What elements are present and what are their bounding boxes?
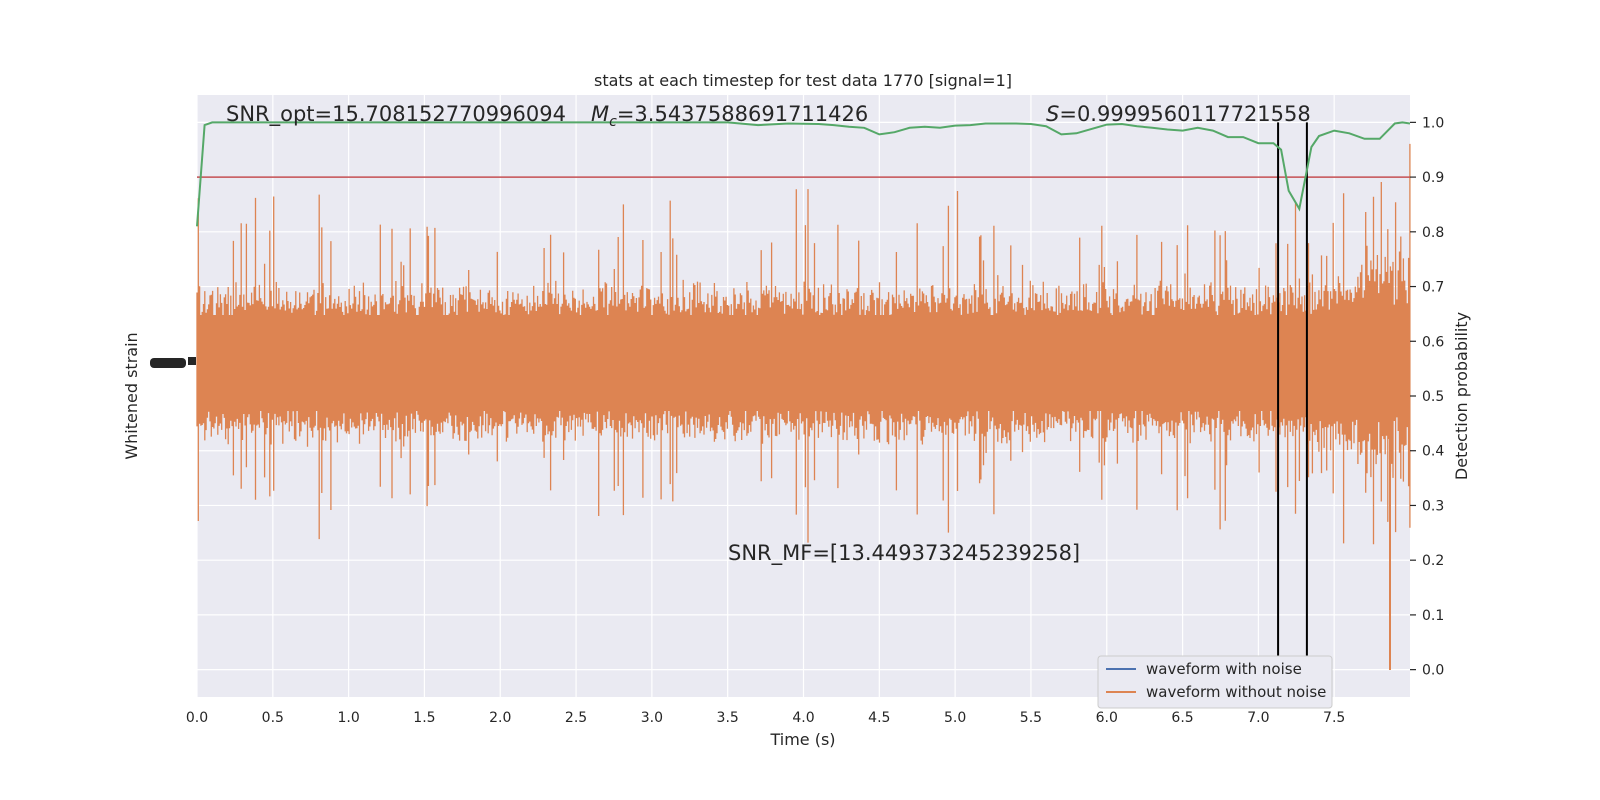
right-y-tick-label: 0.7 — [1422, 280, 1444, 296]
waveform-core — [197, 315, 1410, 411]
x-tick-label: 2.0 — [489, 710, 511, 726]
right-y-tick-label: 0.3 — [1422, 498, 1444, 514]
left-y-axis-label: Whitened strain — [122, 332, 141, 459]
snr-opt-annotation: SNR_opt=15.708152770996094 — [226, 102, 566, 127]
right-y-tick-label: 0.9 — [1422, 170, 1444, 186]
x-tick-label: 7.0 — [1247, 710, 1269, 726]
x-tick-label: 6.5 — [1171, 710, 1193, 726]
x-tick-label: 4.5 — [868, 710, 890, 726]
mc-value: =3.5437588691711426 — [617, 102, 868, 126]
mc-symbol: M — [591, 102, 609, 126]
mc-subscript: c — [609, 114, 617, 130]
right-y-tick-labels: 0.0 0.1 0.2 0.3 0.4 0.5 0.6 0.7 0.8 0.9 1.0 — [1410, 115, 1444, 679]
left-axis-ticks — [150, 357, 196, 368]
x-tick-label: 6.0 — [1096, 710, 1118, 726]
x-tick-label: 4.0 — [792, 710, 814, 726]
right-y-axis-label: Detection probability — [1452, 312, 1471, 480]
snr-mf-annotation: SNR_MF=[13.449373245239258] — [728, 541, 1080, 566]
right-y-tick-label: 0.5 — [1422, 389, 1444, 405]
s-symbol: S — [1046, 102, 1059, 126]
s-value: =0.9999560117721558 — [1059, 102, 1310, 126]
right-y-tick-label: 0.1 — [1422, 608, 1444, 624]
right-y-tick-label: 0.2 — [1422, 553, 1444, 569]
x-tick-label: 7.5 — [1323, 710, 1345, 726]
legend-label-without-noise: waveform without noise — [1146, 683, 1326, 701]
x-tick-label: 2.5 — [565, 710, 587, 726]
legend: waveform with noise waveform without noi… — [1097, 655, 1333, 709]
x-tick-labels: 0.0 0.5 1.0 1.5 2.0 2.5 3.0 3.5 4.0 4.5 5.0 5.5 6.0 6… — [186, 710, 1345, 726]
x-tick-label: 3.5 — [717, 710, 739, 726]
x-tick-label: 1.0 — [337, 710, 359, 726]
x-axis-label: Time (s) — [769, 730, 835, 749]
x-tick-label: 1.5 — [413, 710, 435, 726]
s-annotation: S=0.9999560117721558 — [1046, 102, 1311, 126]
x-tick-label: 0.5 — [262, 710, 284, 726]
right-y-tick-label: 1.0 — [1422, 115, 1444, 131]
x-tick-label: 5.5 — [1020, 710, 1042, 726]
x-tick-label: 3.0 — [641, 710, 663, 726]
legend-label-with-noise: waveform with noise — [1146, 660, 1302, 678]
x-tick-label: 5.0 — [944, 710, 966, 726]
right-y-tick-label: 0.6 — [1422, 334, 1444, 350]
chart-title: stats at each timestep for test data 177… — [594, 71, 1012, 90]
waveform-without-noise-series — [196, 143, 1411, 670]
right-y-tick-label: 0.8 — [1422, 225, 1444, 241]
right-y-tick-label: 0.0 — [1422, 663, 1444, 679]
x-tick-label: 0.0 — [186, 710, 208, 726]
chirp-mass-annotation: Mc=3.5437588691711426 — [591, 102, 868, 130]
legend-box — [1097, 655, 1333, 709]
detection-probability-series — [196, 121, 1411, 227]
vertical-markers — [1277, 122, 1308, 670]
right-y-tick-label: 0.4 — [1422, 444, 1444, 460]
